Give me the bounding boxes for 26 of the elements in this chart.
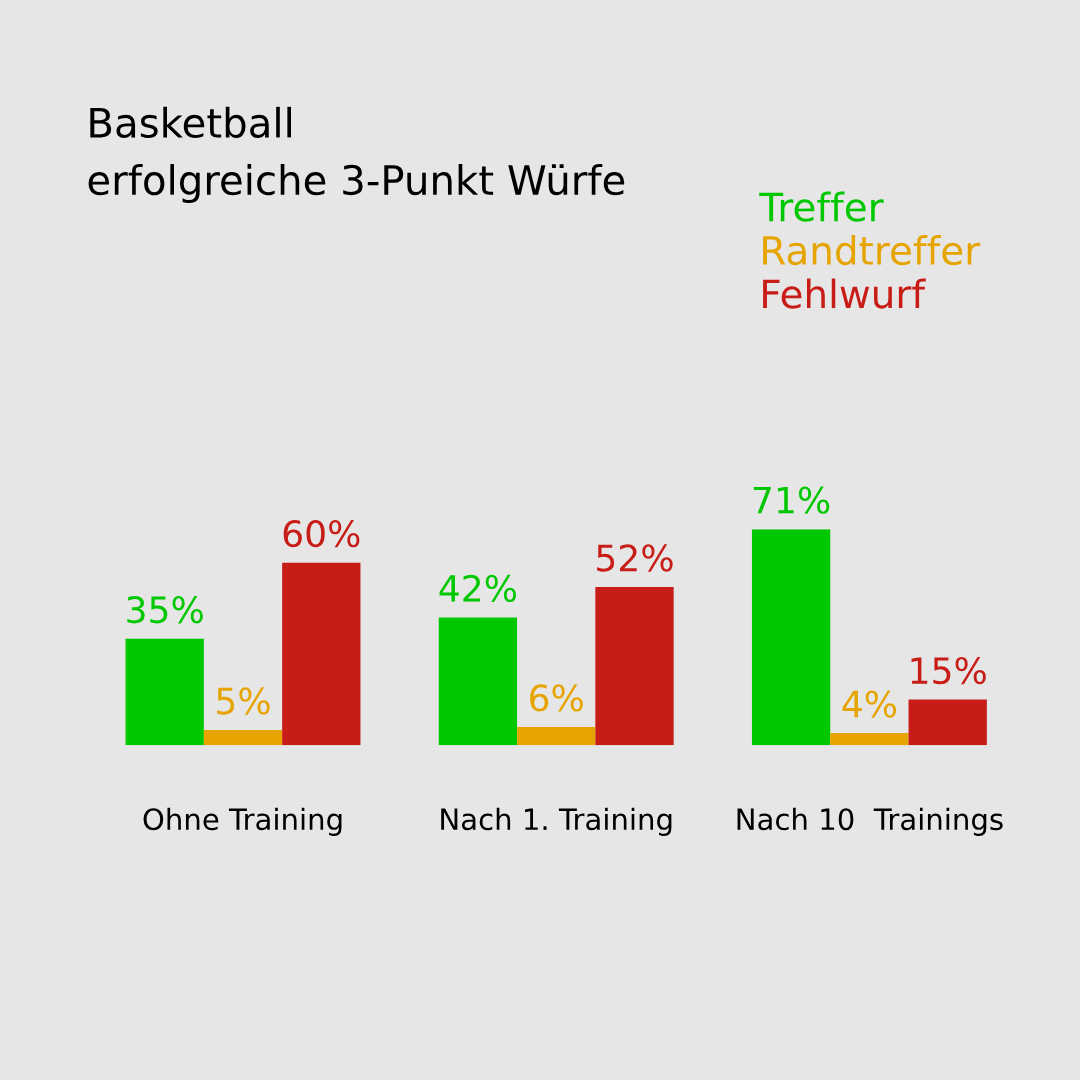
text: Treffer bbox=[759, 191, 884, 222]
chart-subtitle: erfolgreiche 3-Punkt Würfe bbox=[88, 164, 625, 204]
chart-title: Basketball bbox=[90, 106, 291, 138]
data-label: 6% bbox=[530, 684, 583, 712]
x-tick-label: Ohne Training bbox=[143, 807, 342, 836]
data-label: 52% bbox=[597, 544, 673, 572]
bar bbox=[517, 726, 596, 746]
bar bbox=[830, 733, 909, 746]
data-label: 42% bbox=[439, 574, 517, 603]
x-tick-label: Nach 10 Trainings bbox=[737, 807, 1003, 836]
data-label: 60% bbox=[283, 520, 360, 548]
bar bbox=[203, 729, 283, 746]
text: Fehlwurf bbox=[763, 278, 926, 309]
data-label: 4% bbox=[842, 690, 897, 718]
bar bbox=[125, 638, 204, 746]
bar bbox=[438, 617, 518, 746]
bar bbox=[595, 587, 674, 746]
data-label: 71% bbox=[753, 486, 830, 514]
data-label: 15% bbox=[911, 656, 986, 685]
text: Randtreffer bbox=[763, 235, 981, 266]
bar bbox=[751, 529, 831, 746]
data-label: 35% bbox=[127, 596, 203, 624]
x-tick-label: Nach 1. Training bbox=[441, 807, 672, 836]
bar bbox=[908, 699, 987, 746]
bar bbox=[282, 562, 361, 746]
data-label: 5% bbox=[217, 687, 270, 715]
